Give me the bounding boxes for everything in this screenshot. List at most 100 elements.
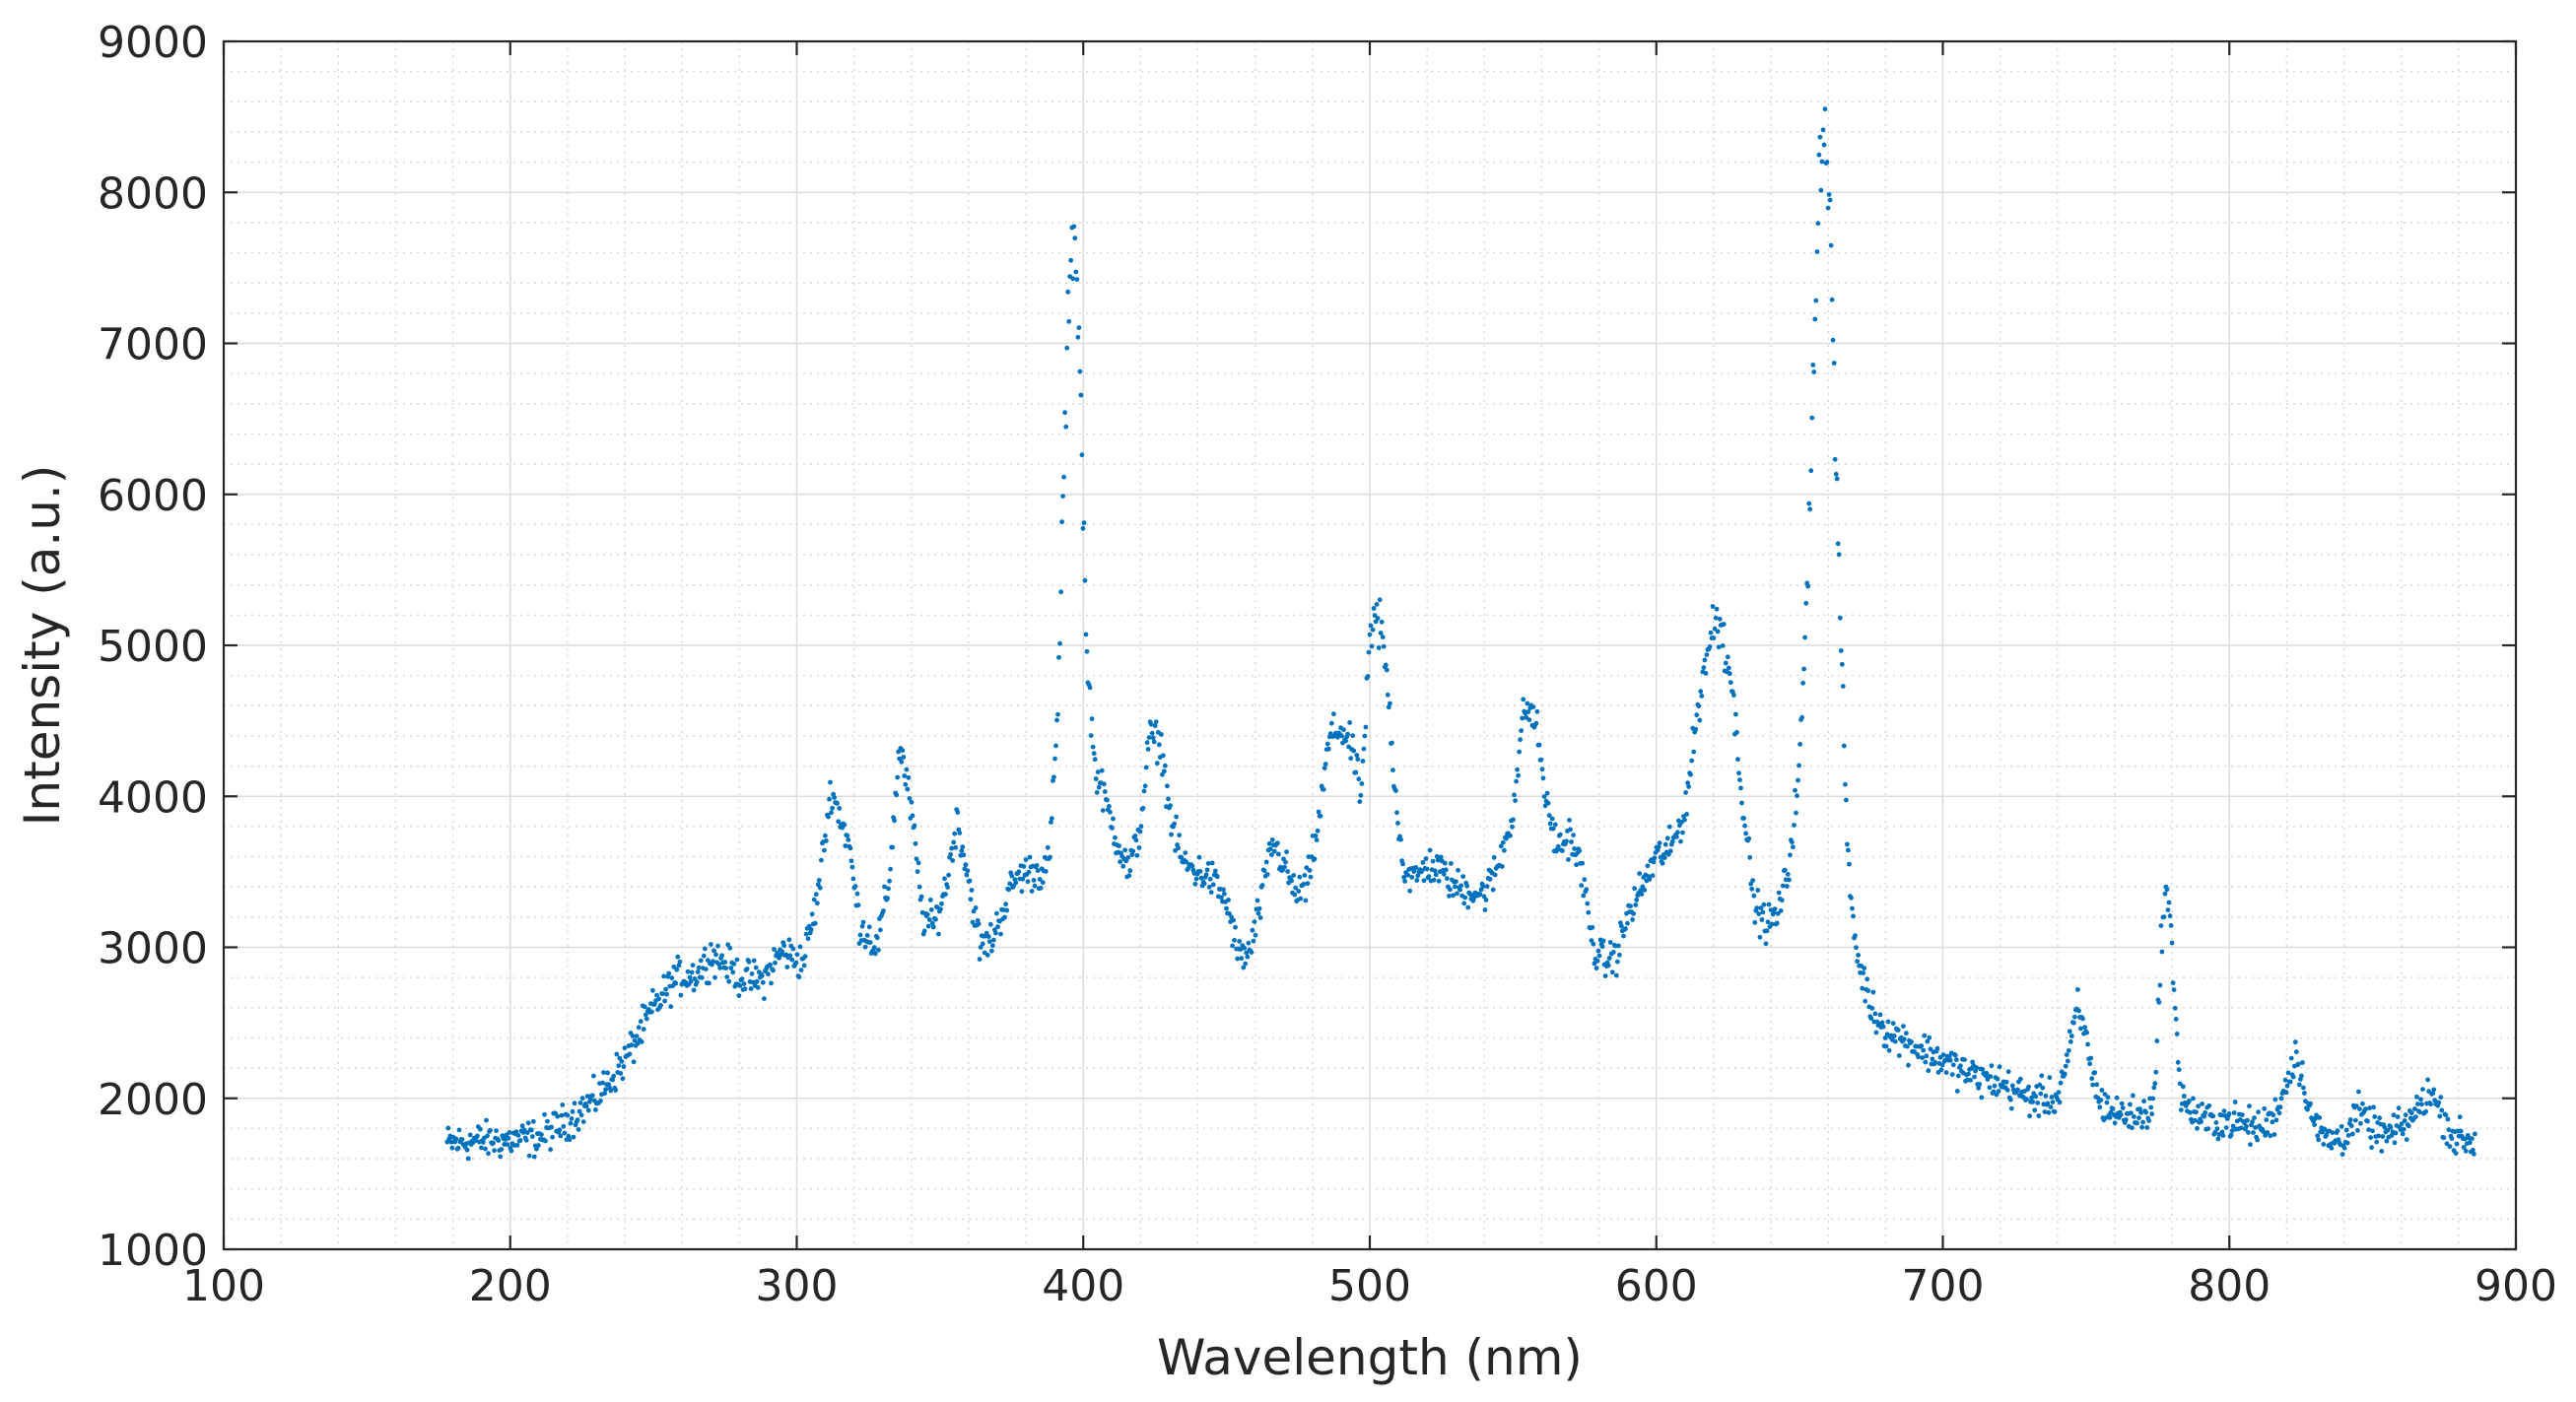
data-point (2377, 1115, 2383, 1121)
data-point (2312, 1122, 2318, 1127)
data-point (1374, 602, 1380, 607)
data-point (1882, 1035, 1888, 1040)
data-point (2084, 1030, 2090, 1035)
data-point (1595, 948, 1601, 954)
ticks-layer (222, 39, 2518, 1251)
data-point (636, 1025, 642, 1031)
data-point (2251, 1130, 2256, 1135)
data-point (1784, 884, 1790, 889)
data-point (2131, 1093, 2135, 1099)
data-point (1890, 1021, 1896, 1027)
data-point (1970, 1059, 1975, 1065)
data-point (1268, 852, 1274, 857)
data-point (2156, 999, 2162, 1005)
data-point (1343, 738, 1348, 744)
data-point (722, 960, 728, 965)
data-point (1569, 839, 1574, 844)
data-point (560, 1102, 566, 1107)
data-point (660, 991, 665, 996)
data-point (578, 1112, 584, 1118)
data-point (1991, 1089, 1997, 1095)
data-point (1924, 1053, 1930, 1059)
data-point (850, 876, 856, 882)
data-point (1735, 757, 1740, 763)
data-point (1621, 933, 1626, 939)
data-point (2048, 1104, 2054, 1109)
data-point (2119, 1101, 2125, 1106)
data-point (2072, 1014, 2077, 1020)
data-point (515, 1133, 521, 1138)
data-point (1144, 740, 1150, 745)
data-point (1224, 905, 1229, 911)
data-point (914, 856, 919, 862)
data-point (2426, 1089, 2432, 1095)
data-point (969, 888, 975, 893)
data-point (1526, 717, 1532, 722)
data-point (2202, 1113, 2207, 1119)
data-point (523, 1137, 529, 1143)
data-point (1996, 1089, 2001, 1094)
data-point (1431, 877, 1437, 883)
data-point (1084, 648, 1090, 654)
data-point (2471, 1147, 2475, 1153)
data-point (2027, 1113, 2033, 1119)
data-point (1778, 908, 1784, 913)
data-point (1235, 956, 1241, 962)
data-point (1780, 883, 1786, 889)
data-point (1107, 804, 1112, 809)
data-point (2220, 1133, 2226, 1138)
data-point (1628, 903, 1633, 909)
data-point (2415, 1102, 2420, 1106)
data-point (1492, 872, 1498, 878)
data-point (1045, 844, 1051, 850)
data-point (2056, 1090, 2062, 1095)
data-point (938, 906, 943, 912)
data-point (2177, 1081, 2183, 1087)
data-point (830, 805, 835, 811)
data-point (521, 1127, 527, 1133)
data-point (1063, 424, 1069, 430)
data-point (449, 1145, 455, 1151)
data-point (1053, 743, 1058, 749)
data-point (2062, 1071, 2068, 1077)
data-point (2063, 1063, 2068, 1069)
data-point (1451, 893, 1456, 899)
data-point (1282, 864, 1287, 870)
data-point (2239, 1112, 2245, 1117)
data-point (723, 966, 729, 970)
data-point (2148, 1104, 2154, 1110)
data-point (1142, 783, 1148, 789)
data-point (1715, 629, 1721, 634)
data-point (1800, 680, 1805, 686)
data-point (2094, 1082, 2100, 1088)
data-point (2146, 1118, 2152, 1123)
data-point (2229, 1128, 2235, 1134)
data-point (1733, 711, 1738, 717)
data-point (1807, 506, 1813, 512)
data-point (786, 937, 792, 943)
data-point (2178, 1107, 2184, 1112)
data-point (1313, 833, 1319, 838)
data-point (1256, 905, 1262, 911)
data-point (2461, 1145, 2467, 1150)
data-point (1100, 808, 1106, 813)
data-point (1048, 854, 1052, 860)
data-point (1250, 927, 1255, 933)
data-point (1932, 1060, 1938, 1065)
data-point (707, 980, 712, 986)
data-point (963, 862, 969, 868)
data-point (677, 959, 683, 965)
data-point (2414, 1094, 2419, 1100)
x-tick-label: 200 (469, 1261, 552, 1311)
data-point (1093, 776, 1099, 781)
data-point (2292, 1039, 2298, 1045)
data-point (1435, 857, 1441, 863)
data-point (1557, 832, 1563, 837)
data-point (773, 960, 778, 966)
data-point (2413, 1114, 2418, 1119)
data-point (1774, 920, 1780, 926)
data-point (678, 992, 684, 998)
data-point (1541, 794, 1547, 799)
data-point (737, 983, 743, 988)
data-point (1980, 1067, 1986, 1072)
